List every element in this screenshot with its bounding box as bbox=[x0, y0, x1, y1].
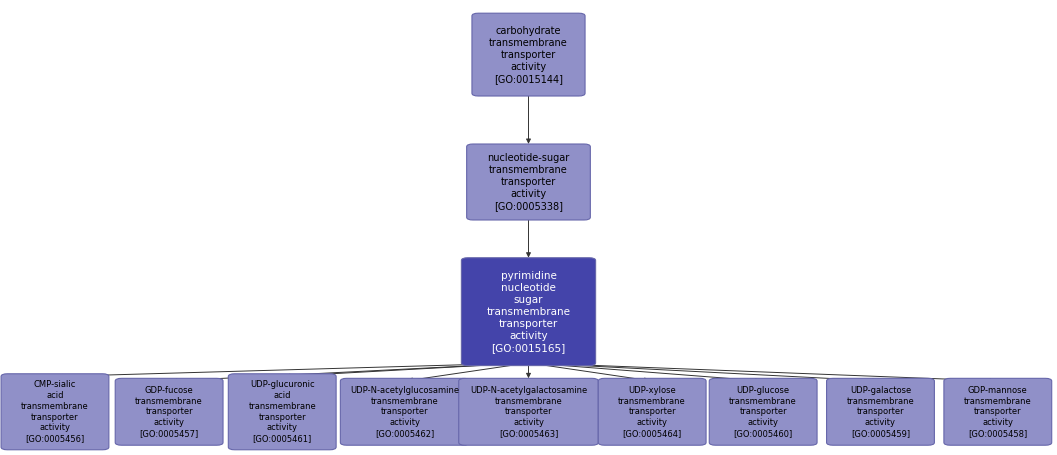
Text: GDP-mannose
transmembrane
transporter
activity
[GO:0005458]: GDP-mannose transmembrane transporter ac… bbox=[964, 386, 1032, 438]
Text: UDP-N-acetylgalactosamine
transmembrane
transporter
activity
[GO:0005463]: UDP-N-acetylgalactosamine transmembrane … bbox=[470, 386, 587, 438]
FancyBboxPatch shape bbox=[228, 374, 336, 450]
FancyBboxPatch shape bbox=[944, 379, 1052, 445]
Text: UDP-xylose
transmembrane
transporter
activity
[GO:0005464]: UDP-xylose transmembrane transporter act… bbox=[618, 386, 686, 438]
Text: CMP-sialic
acid
transmembrane
transporter
activity
[GO:0005456]: CMP-sialic acid transmembrane transporte… bbox=[21, 380, 89, 443]
Text: pyrimidine
nucleotide
sugar
transmembrane
transporter
activity
[GO:0015165]: pyrimidine nucleotide sugar transmembran… bbox=[486, 271, 571, 353]
FancyBboxPatch shape bbox=[827, 379, 934, 445]
Text: UDP-galactose
transmembrane
transporter
activity
[GO:0005459]: UDP-galactose transmembrane transporter … bbox=[847, 386, 914, 438]
FancyBboxPatch shape bbox=[115, 379, 223, 445]
Text: GDP-fucose
transmembrane
transporter
activity
[GO:0005457]: GDP-fucose transmembrane transporter act… bbox=[135, 386, 203, 438]
FancyBboxPatch shape bbox=[598, 379, 706, 445]
FancyBboxPatch shape bbox=[471, 13, 586, 96]
FancyBboxPatch shape bbox=[459, 379, 598, 445]
Text: UDP-glucose
transmembrane
transporter
activity
[GO:0005460]: UDP-glucose transmembrane transporter ac… bbox=[729, 386, 797, 438]
Text: UDP-glucuronic
acid
transmembrane
transporter
activity
[GO:0005461]: UDP-glucuronic acid transmembrane transp… bbox=[248, 380, 316, 443]
FancyBboxPatch shape bbox=[1, 374, 109, 450]
FancyBboxPatch shape bbox=[340, 379, 469, 445]
Text: UDP-N-acetylglucosamine
transmembrane
transporter
activity
[GO:0005462]: UDP-N-acetylglucosamine transmembrane tr… bbox=[350, 386, 460, 438]
Text: carbohydrate
transmembrane
transporter
activity
[GO:0015144]: carbohydrate transmembrane transporter a… bbox=[489, 25, 568, 84]
FancyBboxPatch shape bbox=[709, 379, 817, 445]
FancyBboxPatch shape bbox=[461, 258, 596, 366]
FancyBboxPatch shape bbox=[467, 144, 590, 220]
Text: nucleotide-sugar
transmembrane
transporter
activity
[GO:0005338]: nucleotide-sugar transmembrane transport… bbox=[487, 153, 570, 211]
